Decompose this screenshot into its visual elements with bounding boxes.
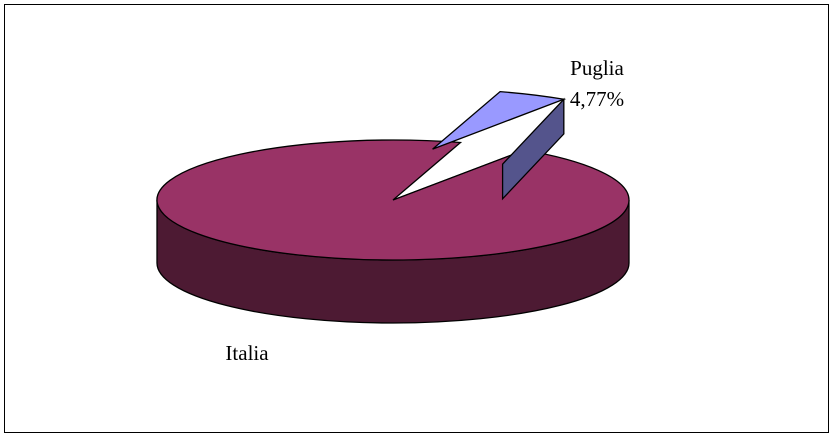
slice-puglia-side	[501, 97, 565, 201]
slice-label-italia: Italia	[225, 341, 269, 365]
data-label-puglia: 4,77%	[570, 87, 624, 111]
slice-label-puglia: Puglia	[570, 56, 624, 80]
slices-layer	[156, 90, 630, 324]
slice-italia	[156, 139, 630, 261]
slice-puglia	[432, 90, 567, 150]
